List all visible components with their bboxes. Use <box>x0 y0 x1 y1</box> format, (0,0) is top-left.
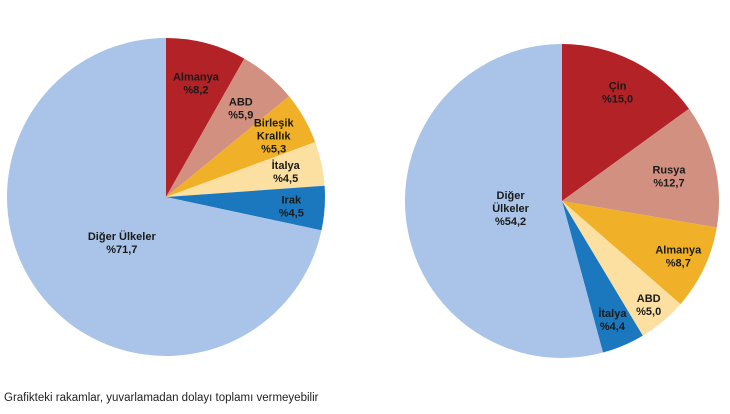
footnote-text: Grafikteki rakamlar, yuvarlamadan dolayı… <box>4 392 319 404</box>
pie-slice-almanya <box>562 201 717 305</box>
right-pie-chart: Çin %15,0 Rusya %12,7 Almanya %8,7 ABD %5,0 İtal… <box>404 44 720 358</box>
pie-label-abd: ABD %5,9 <box>228 97 253 122</box>
pie-label-cin: Çin %15,0 <box>602 80 633 105</box>
pie-slice-abd <box>562 201 681 336</box>
pie-label-almanya: Almanya %8,7 <box>655 245 702 270</box>
pie-slice-diger-ulkeler <box>7 38 322 356</box>
pie-label-rusya: Rusya %12,7 <box>652 165 686 190</box>
pie-slice-diger-ulkeler <box>404 44 603 358</box>
pie-label-abd: ABD %5,0 <box>636 293 661 318</box>
pie-slice-rusya <box>562 108 720 228</box>
pie-slice-cin <box>562 44 690 201</box>
pie-label-italya: İtalya %4,5 <box>272 159 301 185</box>
pie-label-diger-ulkeler: Diğer Ülkeler %54,2 <box>492 190 529 228</box>
pie-slice-abd <box>166 58 290 197</box>
pie-slice-almanya <box>166 38 245 197</box>
pie-slice-italya <box>166 142 325 197</box>
pie-label-irak: Irak %4,5 <box>279 194 304 219</box>
pie-slice-birlesik-krallik <box>166 96 316 197</box>
pie-slice-irak <box>166 185 325 231</box>
pie-label-birlesik-krallik: Birleşik Krallık %5,3 <box>254 117 295 155</box>
pie-slice-italya <box>562 201 643 353</box>
pie-label-italya: İtalya %4,4 <box>598 307 627 333</box>
pie-label-almanya: Almanya %8,2 <box>173 72 220 97</box>
pie-label-diger-ulkeler: Diğer Ülkeler %71,7 <box>88 230 157 256</box>
